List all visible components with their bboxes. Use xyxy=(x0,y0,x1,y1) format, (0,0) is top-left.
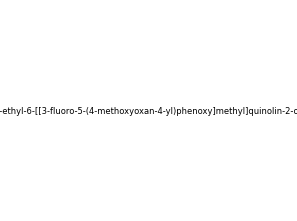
Text: 1-ethyl-6-[[3-fluoro-5-(4-methoxyoxan-4-yl)phenoxy]methyl]quinolin-2-one: 1-ethyl-6-[[3-fluoro-5-(4-methoxyoxan-4-… xyxy=(0,107,297,116)
